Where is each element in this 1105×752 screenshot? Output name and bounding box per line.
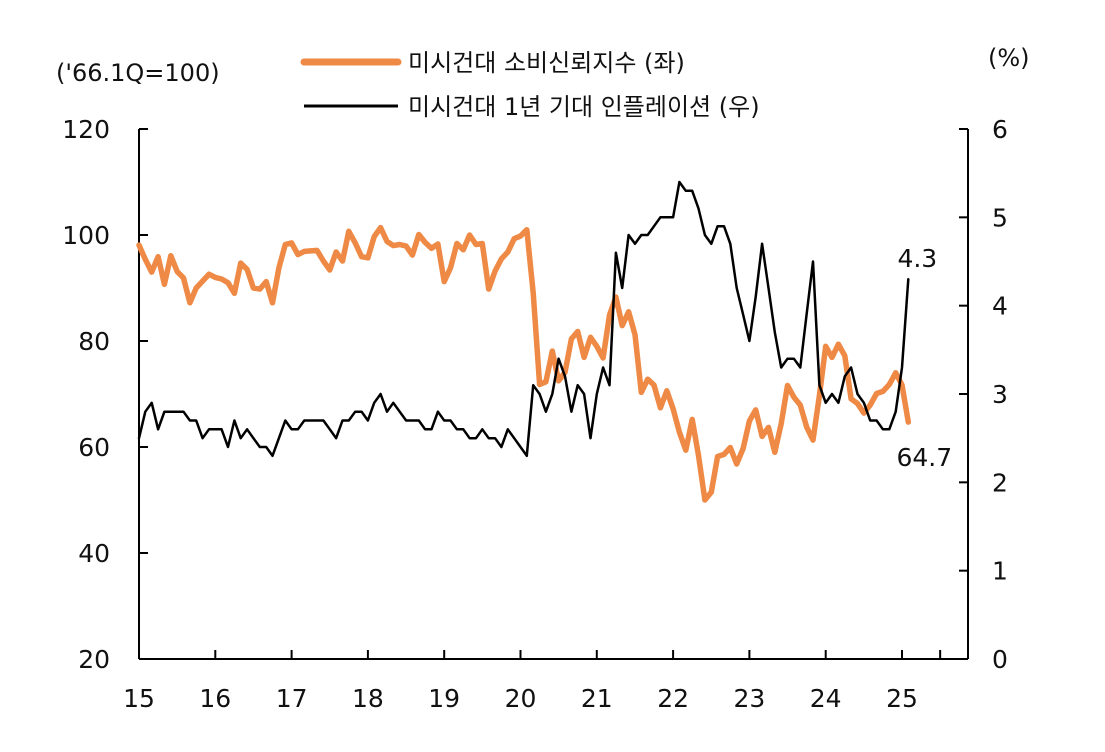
series-line-inflation-expectation [137, 180, 910, 458]
series-layer [136, 180, 912, 503]
x-tick-label: 17 [276, 684, 308, 713]
right-tick-label: 0 [992, 645, 1008, 674]
x-tick-label: 24 [810, 684, 842, 713]
end-label-sentiment: 64.7 [896, 443, 952, 472]
series-line-consumer-sentiment [136, 224, 912, 503]
left-tick-label: 120 [62, 115, 110, 144]
x-tick-label: 19 [428, 684, 460, 713]
right-tick-label: 2 [992, 468, 1008, 497]
x-tick-label: 25 [886, 684, 918, 713]
legend: 미시건대 소비신뢰지수 (좌) 미시건대 1년 기대 인플레이션 (우) [300, 49, 760, 121]
x-tick-label: 20 [505, 684, 537, 713]
x-tick-label: 15 [123, 684, 155, 713]
right-tick-label: 6 [992, 115, 1008, 144]
end-label-inflation: 4.3 [897, 244, 937, 273]
x-tick-label: 16 [199, 684, 231, 713]
left-axis-unit-label: ('66.1Q=100) [56, 59, 220, 87]
right-axis-unit-label: (%) [988, 44, 1030, 72]
legend-label-consumer-sentiment: 미시건대 소비신뢰지수 (좌) [408, 49, 685, 77]
left-tick-label: 20 [78, 645, 110, 674]
legend-label-inflation-expectation: 미시건대 1년 기대 인플레이션 (우) [408, 93, 760, 121]
right-tick-label: 3 [992, 380, 1008, 409]
right-tick-label: 5 [992, 203, 1008, 232]
x-tick-label: 23 [733, 684, 765, 713]
right-tick-label: 4 [992, 292, 1008, 321]
x-tick-label: 21 [581, 684, 613, 713]
left-tick-label: 100 [62, 221, 110, 250]
left-tick-label: 80 [78, 327, 110, 356]
left-tick-label: 60 [78, 433, 110, 462]
x-tick-label: 18 [352, 684, 384, 713]
right-tick-label: 1 [992, 557, 1008, 586]
x-tick-label: 22 [657, 684, 689, 713]
left-tick-label: 40 [78, 539, 110, 568]
